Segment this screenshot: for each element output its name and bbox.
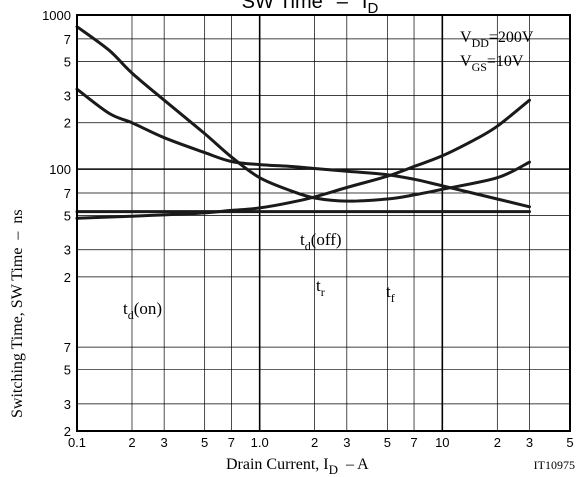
chart-title: SW Time – ID [242, 0, 379, 17]
label-tf-main: t [386, 282, 391, 301]
y-tick-label: 3 [64, 243, 71, 258]
y-tick-label: 2 [64, 116, 71, 131]
condition-vgs-main: V [460, 53, 472, 70]
curves [75, 25, 531, 220]
label-tr-sub: r [321, 285, 325, 299]
chart-title-var-sub: D [367, 0, 378, 17]
label-td-on-sub: d [128, 308, 134, 322]
series-line-tr [75, 25, 531, 203]
condition-vdd-sub: DD [472, 36, 490, 50]
plot-frame [76, 14, 571, 432]
x-tick-label: 0.1 [68, 435, 86, 450]
condition-vdd: VDD=200V [460, 29, 534, 50]
y-tick-label: 5 [64, 363, 71, 378]
x-tick-label: 2 [311, 435, 318, 450]
condition-vgs-sub: GS [472, 60, 487, 74]
grid [77, 15, 570, 431]
x-tick-label: 5 [384, 435, 391, 450]
y-tick-label: 2 [64, 424, 71, 439]
label-tr-main: t [316, 276, 321, 295]
condition-vdd-main: V [460, 29, 472, 46]
x-tick-label: 3 [526, 435, 533, 450]
y-tick-label: 7 [64, 340, 71, 355]
y-tick-label: 5 [64, 54, 71, 69]
figure-code: IT10975 [534, 458, 575, 472]
x-tick-label: 5 [201, 435, 208, 450]
label-tf-sub: f [391, 291, 395, 305]
condition-vgs-rest: =10V [487, 53, 524, 70]
chart-title-sep: – [337, 0, 349, 13]
chart-title-main: SW Time [242, 0, 323, 13]
label-tf: tf [386, 282, 395, 305]
chart-title-var: I [362, 0, 368, 13]
x-tick-label: 3 [343, 435, 350, 450]
y-axis-label: Switching Time, SW Time – ns [9, 209, 26, 418]
label-td-off-rest: (off) [311, 230, 342, 249]
y-tick-label: 100 [49, 162, 71, 177]
y-tick-label: 1000 [42, 8, 71, 23]
label-td-off: td(off) [300, 230, 342, 253]
series-line-td-off [75, 87, 531, 209]
label-td-off-sub: d [305, 239, 311, 253]
x-tick-label: 7 [228, 435, 235, 450]
y-tick-label: 7 [64, 32, 71, 47]
x-axis-label-sub: D [329, 462, 338, 477]
x-axis-label-main: Drain Current, I [226, 456, 329, 473]
x-axis-label-suffix: – A [345, 456, 369, 473]
x-axis-label: Drain Current, ID – A [226, 456, 369, 477]
x-tick-label: 2 [128, 435, 135, 450]
label-tr: tr [316, 276, 325, 299]
y-tick-label: 5 [64, 209, 71, 224]
label-td-on: td(on) [123, 299, 162, 322]
x-tick-label: 5 [566, 435, 573, 450]
series-line-tf [75, 98, 531, 220]
tick-labels: 2 3 5 7 2 3 5 7 2 3 5 0.1 1.0 10 2 3 5 7 2 3 5 7 2 3 5 7 100 1000 [42, 8, 574, 450]
condition-vdd-rest: =200V [489, 29, 534, 46]
label-td-off-main: t [300, 230, 305, 249]
x-tick-label: 2 [494, 435, 501, 450]
x-tick-label: 1.0 [251, 435, 269, 450]
y-tick-label: 7 [64, 186, 71, 201]
y-tick-label: 3 [64, 89, 71, 104]
label-td-on-rest: (on) [134, 299, 162, 318]
x-tick-label: 7 [410, 435, 417, 450]
x-tick-label: 3 [161, 435, 168, 450]
condition-vgs: VGS=10V [460, 53, 524, 74]
y-tick-label: 3 [64, 397, 71, 412]
label-td-on-main: t [123, 299, 128, 318]
x-tick-label: 10 [435, 435, 449, 450]
y-tick-label: 2 [64, 270, 71, 285]
